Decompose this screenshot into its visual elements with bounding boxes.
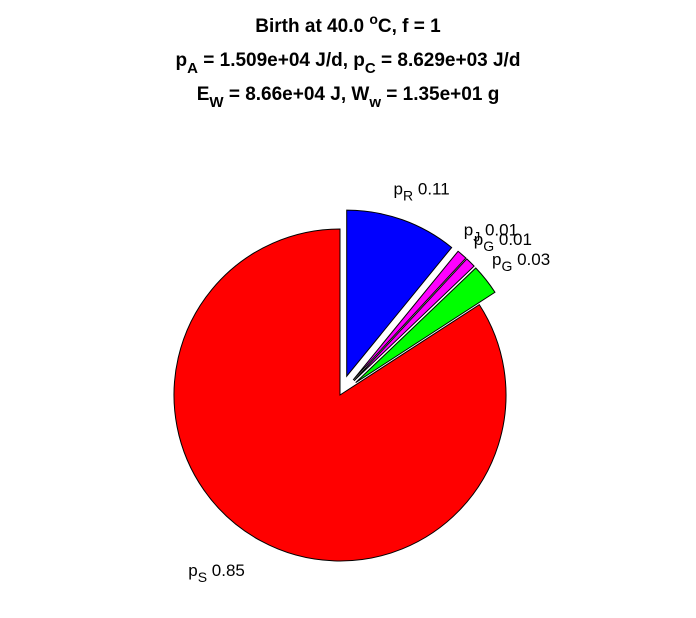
chart-title: Birth at 40.0 oC, f = 1 [255,11,441,37]
label-symbol: p [474,230,483,249]
label-subscript: S [198,569,207,585]
label-subscript: G [501,258,512,274]
title-part: Birth at 40.0 [255,16,369,37]
title-part: C, f = 1 [378,16,441,37]
title-part: w [368,94,381,111]
value-label: 0.85 [212,561,245,580]
title-part: o [369,11,378,27]
title-part: = 8.66e+04 J, W [224,84,370,105]
value-label: 0.01 [499,230,532,249]
title-part: = 8.629e+03 J/d [376,50,521,71]
pie-slice [352,250,467,381]
label-symbol: p [464,221,473,240]
label-symbol: p [394,180,403,199]
title-part: C [365,60,376,77]
label-subscript: J [473,229,480,245]
pie-slice [346,209,453,378]
value-label: 0.01 [485,221,518,240]
slice-label: pG 0.01 [474,230,532,254]
label-subscript: G [483,238,494,254]
title-part: A [187,60,198,77]
title-part: = 1.35e+01 g [381,84,499,105]
label-symbol: p [492,250,501,269]
title-part: p [176,50,188,71]
title-part: = 1.509e+04 J/d, p [198,50,365,71]
slice-label: pG 0.03 [492,250,550,274]
slice-label: pR 0.11 [394,180,450,204]
title-part: W [209,94,224,111]
slice-label: pJ 0.01 [464,221,518,245]
chart-title: EW = 8.66e+04 J, Ww = 1.35e+01 g [197,84,500,111]
value-label: 0.03 [517,250,550,269]
chart-title: pA = 1.509e+04 J/d, pC = 8.629e+03 J/d [176,50,521,77]
pie-slice [353,258,475,382]
slice-label: pS 0.85 [188,561,245,585]
value-label: 0.11 [418,180,450,199]
label-subscript: R [403,188,413,204]
title-part: E [197,84,210,105]
pie-slice [173,228,507,562]
label-symbol: p [188,561,197,580]
pie-slice [355,267,496,384]
